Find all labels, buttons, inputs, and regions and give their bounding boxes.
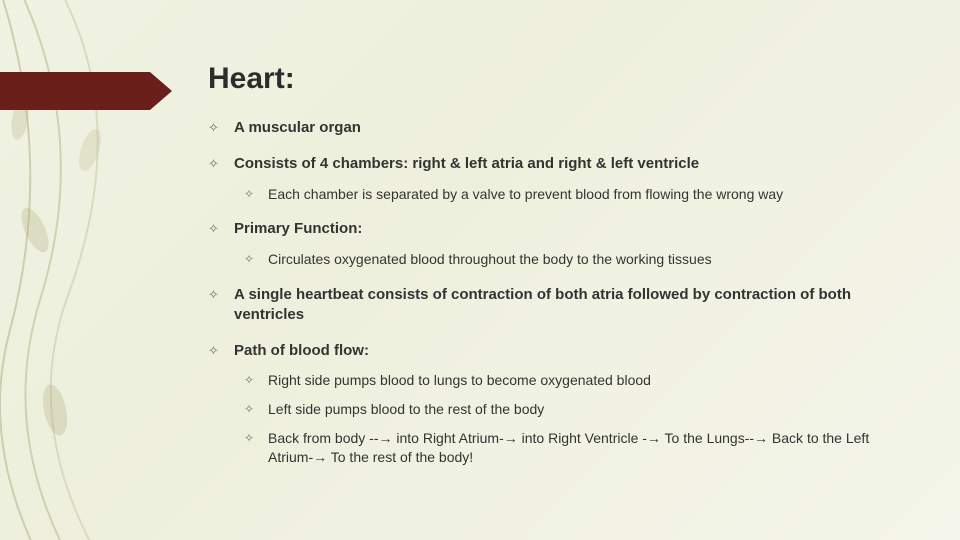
bullet-text: A muscular organ — [234, 119, 361, 136]
sub-bullet-text: Back from body --→ into Right Atrium-→ i… — [268, 430, 869, 465]
sub-bullet-item: Left side pumps blood to the rest of the… — [244, 400, 900, 419]
sub-bullet-list: Right side pumps blood to lungs to becom… — [244, 371, 900, 467]
bullet-text: Consists of 4 chambers: right & left atr… — [234, 155, 699, 172]
bullet-item: Primary Function: Circulates oxygenated b… — [208, 219, 900, 268]
bullet-item: A muscular organ — [208, 118, 900, 138]
bullet-item: A single heartbeat consists of contracti… — [208, 285, 900, 326]
bullet-text: Primary Function: — [234, 220, 362, 237]
bullet-text: A single heartbeat consists of contracti… — [234, 286, 851, 323]
sub-bullet-text: Right side pumps blood to lungs to becom… — [268, 372, 651, 388]
bullet-item: Consists of 4 chambers: right & left atr… — [208, 154, 900, 203]
sub-bullet-item: Circulates oxygenated blood throughout t… — [244, 250, 900, 269]
sub-bullet-text: Circulates oxygenated blood throughout t… — [268, 251, 712, 267]
bullet-item: Path of blood flow: Right side pumps bloo… — [208, 341, 900, 467]
sub-bullet-text: Left side pumps blood to the rest of the… — [268, 401, 544, 417]
slide-title: Heart: — [208, 62, 900, 96]
sub-bullet-list: Each chamber is separated by a valve to … — [244, 185, 900, 204]
sub-bullet-item: Right side pumps blood to lungs to becom… — [244, 371, 900, 390]
sub-bullet-item: Each chamber is separated by a valve to … — [244, 185, 900, 204]
bullet-text: Path of blood flow: — [234, 342, 369, 359]
sub-bullet-text: Each chamber is separated by a valve to … — [268, 186, 783, 202]
sub-bullet-item: Back from body --→ into Right Atrium-→ i… — [244, 429, 900, 467]
sub-bullet-list: Circulates oxygenated blood throughout t… — [244, 250, 900, 269]
slide-content: Heart: A muscular organ Consists of 4 cha… — [0, 0, 960, 540]
bullet-list: A muscular organ Consists of 4 chambers: … — [208, 118, 900, 467]
